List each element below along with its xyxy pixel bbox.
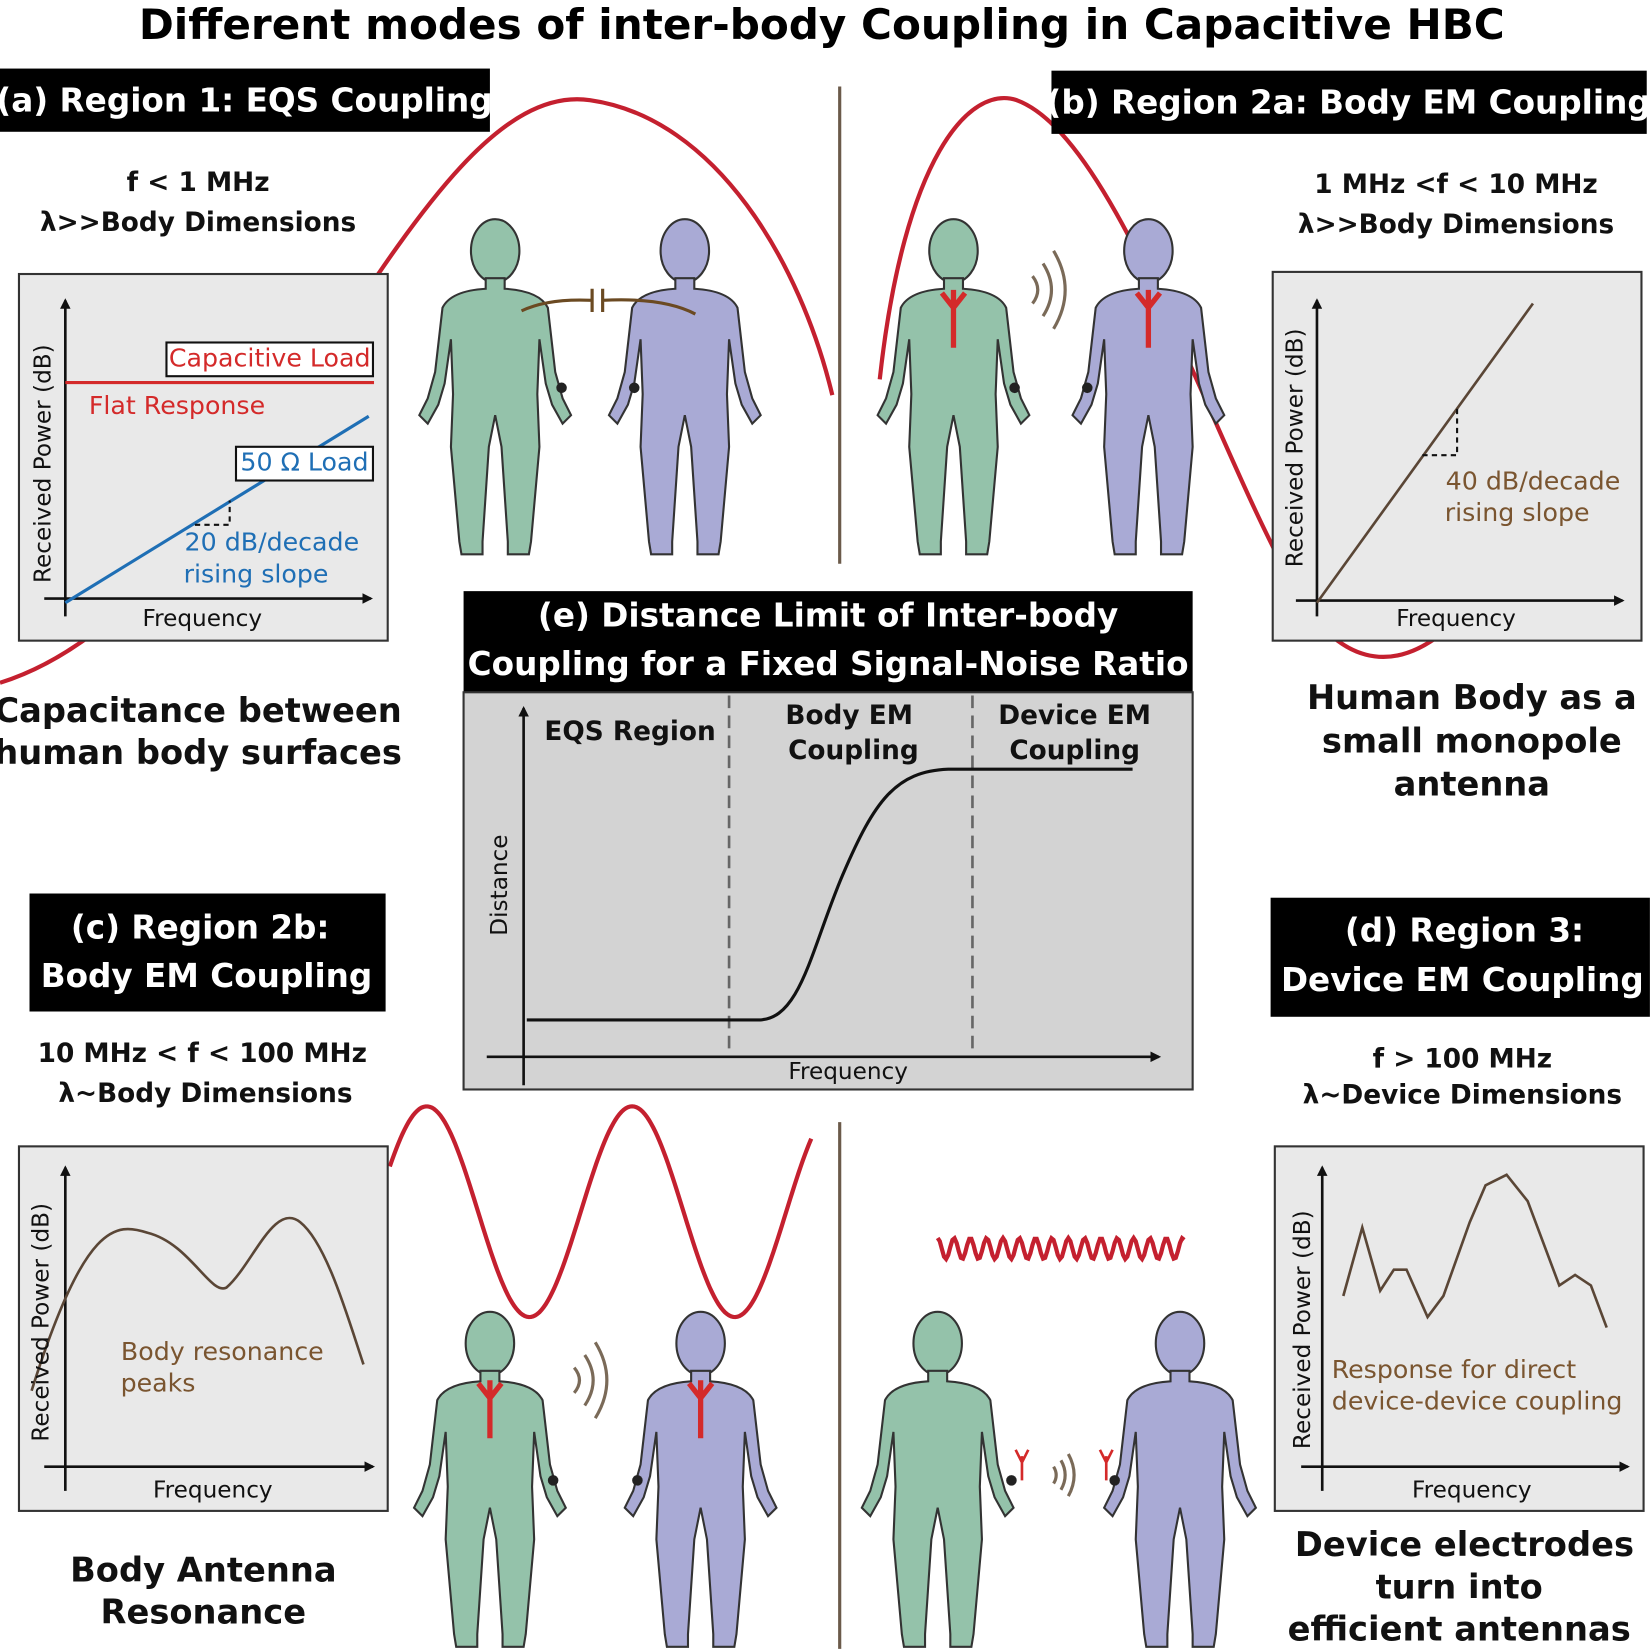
box [165,341,375,378]
x-axis-label: Frequency [788,1058,908,1085]
condition: 10 MHz < f < 100 MHz [38,1039,367,1069]
box [1273,1145,1645,1512]
annotation: rising slope [184,559,329,588]
shape [1315,302,1535,604]
y-axis-label: Received Power (dB) [1281,328,1308,567]
annotation: peaks [121,1368,196,1397]
annotation: rising slope [1445,498,1590,527]
annotation: 50 Ω Load [240,448,368,477]
condition: λ>>Body Dimensions [1298,210,1614,240]
shape [194,500,231,526]
panel-heading: (a) Region 1: EQS Coupling [0,81,493,119]
person [1071,218,1226,556]
condition: f < 1 MHz [127,168,270,198]
summary-heading: (e) Distance Limit of Inter-body [538,596,1118,634]
panel-heading: Device EM Coupling [1281,961,1644,999]
caption: turn into [1376,1567,1543,1606]
summary-heading: Coupling for a Fixed Signal-Noise Ratio [468,645,1189,683]
y-axis-label: Received Power (dB) [1289,1210,1316,1449]
shape [1014,1449,1114,1481]
shape [1422,405,1459,457]
electrode [1109,1475,1120,1486]
caption: Human Body as a [1307,678,1637,717]
annotation: Capacitive Load [169,343,371,372]
title: Different modes of inter-body Coupling i… [139,0,1505,49]
person [860,1310,1015,1648]
region-label: Coupling [788,736,919,766]
shape [1342,1173,1608,1329]
shape [572,1341,609,1420]
condition: λ~Body Dimensions [58,1079,352,1109]
shape [1014,1449,1030,1481]
box [234,445,375,482]
electrode [1009,382,1020,394]
electrode [632,1475,643,1486]
y-axis-label: Received Power (dB) [28,1203,55,1442]
electrode [1006,1475,1017,1486]
caption: efficient antennas [1288,1610,1631,1649]
electrode [556,382,567,394]
shape [387,1104,814,1320]
panel-heading: (b) Region 2a: Body EM Coupling [1046,83,1650,121]
region-label: Device EM [998,701,1151,731]
electrode [628,382,640,394]
x-axis-label: Frequency [1396,605,1516,632]
person [1103,1310,1257,1648]
x-axis-label: Frequency [142,605,262,632]
panel-heading: (d) Region 3: [1345,911,1584,949]
person [876,218,1031,556]
person [418,218,573,556]
electrode [1082,382,1093,394]
x-axis-label: Frequency [153,1476,273,1503]
box [462,691,1194,1091]
y-axis-label: Distance [486,834,513,935]
shape [935,1234,1186,1263]
box [1051,70,1647,134]
panel-heading: Body EM Coupling [41,957,373,995]
annotation: device-device coupling [1332,1386,1623,1415]
box [1270,897,1650,1017]
box [17,1145,389,1512]
shape [1098,1449,1114,1481]
region-label: EQS Region [544,717,715,747]
person [412,1310,567,1648]
box [463,591,1193,693]
shape [1052,1453,1076,1497]
region-label: Body EM [785,701,913,731]
condition: λ>>Body Dimensions [40,208,356,238]
box [0,68,490,132]
shape [1031,250,1067,330]
caption: Device electrodes [1295,1525,1634,1564]
electrode [547,1475,559,1486]
x-axis-label: Frequency [1412,1476,1532,1503]
panel-heading: (c) Region 2b: [71,908,330,946]
condition: 1 MHz <f < 10 MHz [1314,170,1597,200]
shape [30,1216,365,1392]
caption: antenna [1394,765,1550,804]
caption: human body surfaces [0,733,402,772]
caption: Capacitance between [0,691,402,730]
box [29,893,386,1012]
shape [526,767,1133,1022]
person [623,1310,778,1648]
condition: λ~Device Dimensions [1303,1080,1622,1110]
region-label: Coupling [1009,736,1140,766]
caption: small monopole [1322,721,1622,760]
caption: Body Antenna [70,1551,336,1590]
condition: f > 100 MHz [1373,1044,1553,1074]
annotation: 40 dB/decade [1446,467,1621,496]
annotation: Flat Response [89,391,265,420]
annotation: 20 dB/decade [185,528,360,557]
caption: Resonance [101,1593,307,1632]
annotation: Body resonance [121,1337,324,1366]
shape [520,288,697,316]
y-axis-label: Received Power (dB) [30,344,57,583]
annotation: Response for direct [1332,1355,1576,1384]
